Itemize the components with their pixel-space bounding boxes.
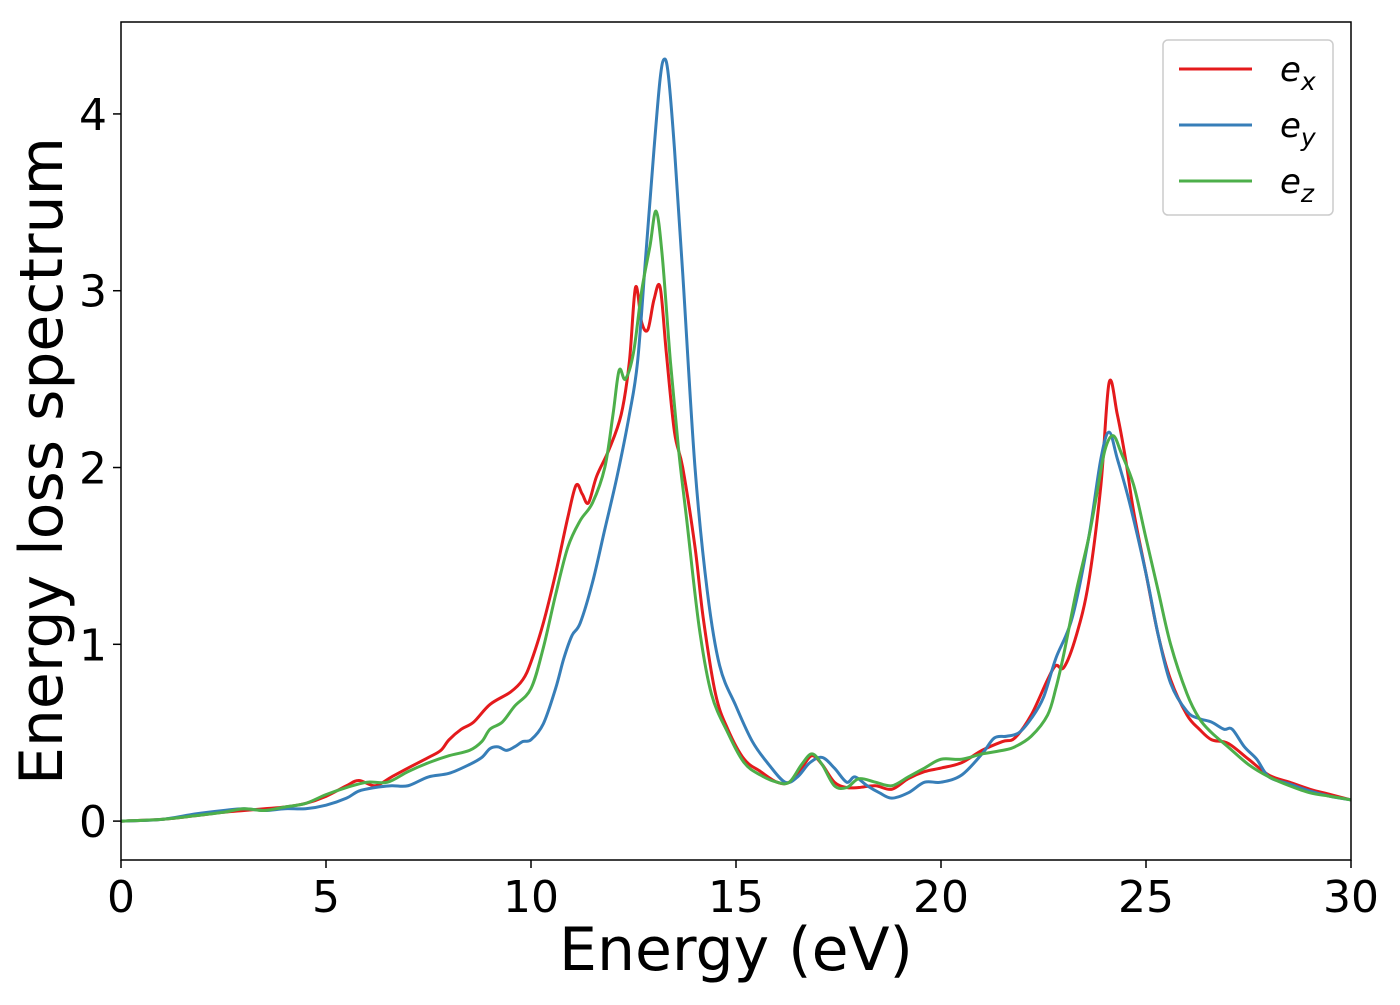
y-tick-label: 0 [79,797,107,848]
series-line-y [121,57,1351,823]
legend-label-subscript: z [1300,179,1315,208]
x-tick-label: 10 [503,872,559,923]
y-tick-label: 4 [79,90,107,141]
x-tick-label: 15 [708,872,764,923]
legend-label-x: ex [1280,50,1316,96]
legend-label-base: e [1280,162,1301,202]
y-tick-label: 2 [79,444,107,495]
y-tick-label: 1 [79,620,107,671]
series-line-z [121,209,1351,823]
legend-label-subscript: y [1300,123,1317,152]
plot-area-border [120,21,1352,861]
legend-label-z: ez [1280,162,1315,208]
legend-box [1162,39,1334,216]
series-line-x [121,282,1351,823]
legend-label-subscript: x [1300,67,1316,96]
y-axis-title: Energy loss spectrum [7,137,77,785]
x-tick-label: 20 [913,872,969,923]
x-axis-title: Energy (eV) [559,915,913,985]
series-layer [121,57,1351,823]
x-tick-label: 5 [312,872,340,923]
plot-frame [120,21,1352,861]
y-tick-label: 3 [79,267,107,318]
x-tick-label: 30 [1323,872,1379,923]
axes-layer: 0 5 10 15 20 25 30 0 1 2 3 4 [79,90,1379,923]
x-tick-label: 25 [1118,872,1174,923]
legend-label-base: e [1280,106,1301,146]
x-tick-label: 0 [107,872,135,923]
legend-label-base: e [1280,50,1301,90]
legend-label-y: ey [1280,106,1317,152]
